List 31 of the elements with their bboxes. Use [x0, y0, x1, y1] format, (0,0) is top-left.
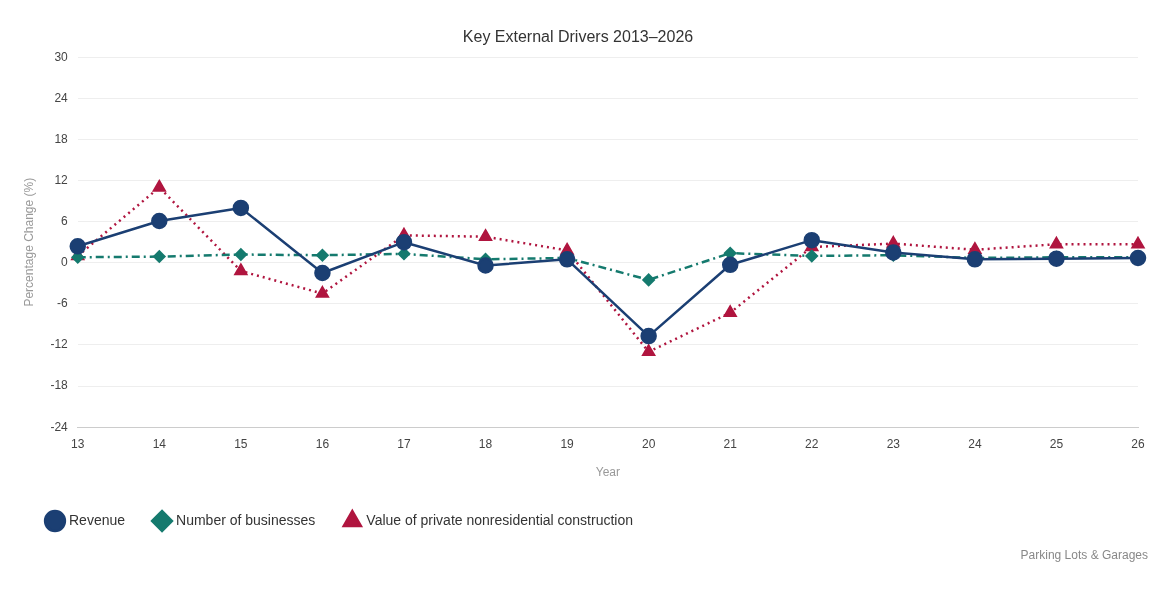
x-tick-label: 23: [886, 436, 901, 451]
text: Parking Lots & Garages: [1019, 548, 1148, 562]
x-tick-label: 19: [560, 436, 575, 451]
x-tick-label: 20: [641, 436, 656, 451]
y-tick-label: 30: [54, 49, 69, 64]
y-axis-title: Percentage Change (%): [21, 177, 36, 307]
x-tick-label: 13: [71, 436, 85, 451]
x-tick-label: 16: [315, 436, 330, 451]
legend-label: Revenue: [69, 511, 126, 528]
legend-label: Value of private nonresidential construction: [366, 511, 634, 528]
y-tick-label: 18: [54, 131, 69, 146]
x-tick-label: 17: [397, 436, 411, 451]
x-tick-label: 18: [478, 436, 493, 451]
x-tick-label: 26: [1131, 436, 1145, 451]
y-tick-label: -12: [50, 337, 69, 352]
y-tick-label: -18: [50, 378, 69, 393]
x-axis-title: Year: [595, 465, 620, 480]
x-tick-label: 25: [1049, 436, 1064, 451]
y-tick-label: 24: [54, 90, 69, 105]
y-tick-label: -24: [50, 419, 69, 434]
y-tick-label: 6: [61, 213, 69, 228]
y-tick-label: 12: [54, 172, 69, 187]
x-tick-label: 15: [234, 436, 248, 451]
chart-title: Key External Drivers 2013–2026: [462, 28, 694, 46]
x-tick-label: 24: [968, 436, 982, 451]
x-tick-label: 14: [152, 436, 167, 451]
legend-label: Number of businesses: [176, 511, 316, 528]
y-tick-label: 0: [61, 255, 69, 270]
x-tick-label: 22: [805, 436, 819, 451]
y-tick-label: -6: [57, 296, 69, 311]
x-tick-label: 21: [723, 436, 738, 451]
